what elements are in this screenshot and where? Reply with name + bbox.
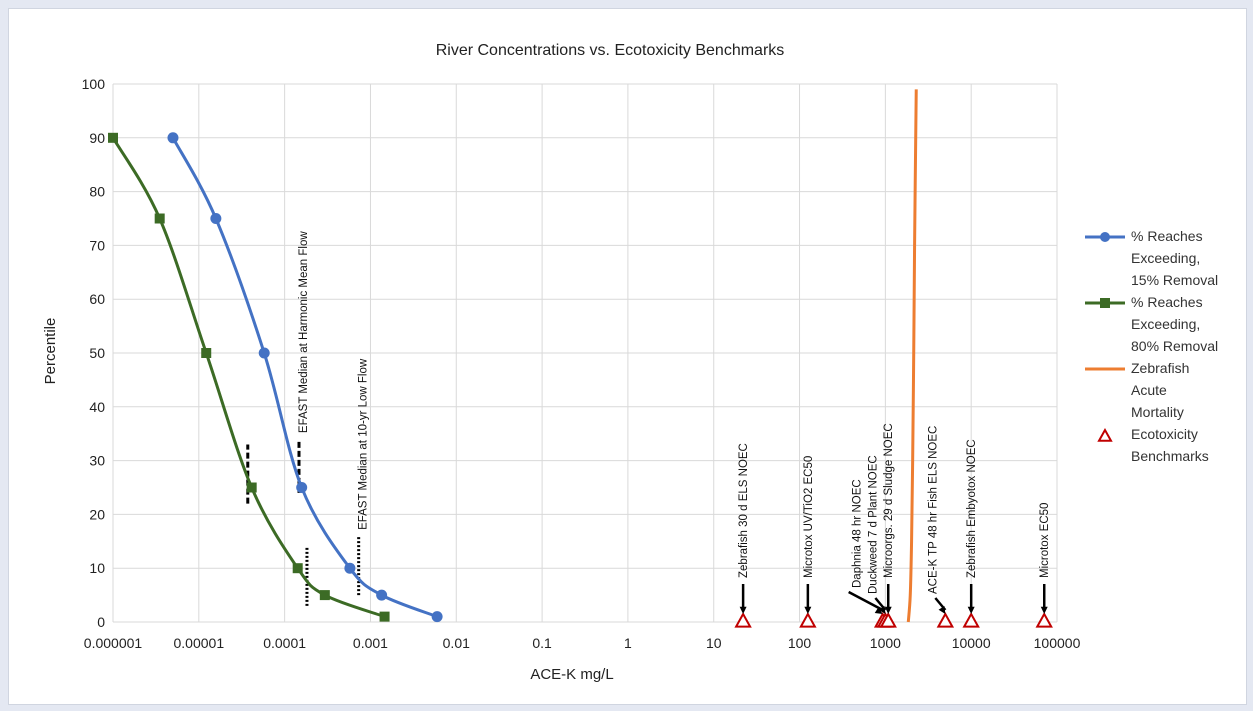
benchmark-arrowhead xyxy=(1040,606,1048,614)
reference-line-label: EFAST Median at Harmonic Mean Flow xyxy=(298,231,310,433)
y-tick-label: 50 xyxy=(89,345,105,361)
x-tick-label: 0.0001 xyxy=(263,635,306,651)
legend-entry-text: Zebrafish xyxy=(1131,360,1189,376)
benchmark-label: Zebrafish 30 d ELS NOEC xyxy=(738,443,750,578)
benchmark-marker xyxy=(734,611,752,628)
benchmark-arrowhead xyxy=(878,606,886,614)
x-tick-label: 0.001 xyxy=(353,635,388,651)
benchmark-arrow xyxy=(848,590,884,612)
y-tick-label: 80 xyxy=(89,184,105,200)
benchmark-label: ACE-K TP 48 hr Fish ELS NOEC xyxy=(927,426,939,594)
y-tick-label: 0 xyxy=(97,614,105,630)
benchmark-marker xyxy=(936,611,955,628)
benchmark-arrowhead xyxy=(884,606,892,614)
x-tick-label: 0.1 xyxy=(532,635,552,651)
data-point xyxy=(201,348,212,358)
x-tick-label: 1000 xyxy=(870,635,901,651)
legend-marker xyxy=(1100,298,1110,308)
x-tick-label: 0.01 xyxy=(443,635,470,651)
benchmark-arrowhead xyxy=(938,606,946,614)
benchmark-arrowhead xyxy=(804,606,812,614)
x-tick-label: 100 xyxy=(788,635,812,651)
legend-entry-text: Ecotoxicity xyxy=(1131,426,1198,442)
axes: 0 10 20 30 40 50 60 70 80 90 100 0.000001 0.00001 0.0… xyxy=(82,76,1081,651)
benchmark-arrowhead xyxy=(967,606,975,614)
y-tick-label: 40 xyxy=(89,399,105,415)
legend-entry-text: % Reaches xyxy=(1131,228,1203,244)
benchmark-arrowhead xyxy=(739,606,747,614)
legend-entry-text: Exceeding, xyxy=(1131,316,1200,332)
chart-svg: 0 10 20 30 40 50 60 70 80 90 100 0.000001 0.00001 0.0… xyxy=(42,42,1218,683)
series-line xyxy=(906,89,918,623)
data-point xyxy=(167,132,179,144)
x-tick-label: 0.000001 xyxy=(84,635,143,651)
benchmark-label: Daphnia 48 hr NOEC xyxy=(852,479,864,588)
series-line xyxy=(111,137,386,619)
benchmark-label: Zebrafish Embyotox NOEC xyxy=(966,439,978,578)
benchmark-label: Duckweed 7 d Plant NOEC xyxy=(867,455,879,594)
data-point xyxy=(210,213,222,224)
x-axis-label: ACE-K mg/L xyxy=(530,666,613,683)
legend-entry-text: 15% Removal xyxy=(1131,272,1218,288)
data-point xyxy=(376,589,388,601)
y-tick-label: 70 xyxy=(89,237,105,253)
benchmark-annotations: Zebrafish 30 d ELS NOEC Microtox UV/TiO2 … xyxy=(738,423,1051,614)
legend-marker xyxy=(1097,427,1113,442)
legend-entry-text: 80% Removal xyxy=(1131,338,1218,354)
data-point xyxy=(431,611,443,623)
grid xyxy=(112,83,1058,623)
x-tick-label: 10 xyxy=(706,635,722,651)
benchmark-label: Microtox EC50 xyxy=(1039,503,1051,578)
chart-title: River Concentrations vs. Ecotoxicity Ben… xyxy=(436,42,785,59)
legend-entry-text: Acute xyxy=(1131,382,1167,398)
x-tick-label: 100000 xyxy=(1034,635,1081,651)
data-point xyxy=(319,590,330,601)
benchmark-marker xyxy=(1035,611,1053,628)
chart-frame: 0 10 20 30 40 50 60 70 80 90 100 0.000001 0.00001 0.0… xyxy=(8,8,1247,705)
y-tick-label: 20 xyxy=(89,506,105,522)
y-tick-label: 100 xyxy=(82,76,106,92)
data-point xyxy=(292,563,303,574)
y-tick-label: 60 xyxy=(89,291,105,307)
data-point xyxy=(258,347,270,359)
benchmark-marker xyxy=(879,611,897,628)
benchmark-marker xyxy=(962,611,980,628)
y-tick-label: 10 xyxy=(89,560,105,576)
series-layer xyxy=(108,89,1053,628)
data-point xyxy=(108,132,118,143)
benchmark-label: Microtox UV/TiO2 EC50 xyxy=(803,456,815,578)
reference-line-label: EFAST Median at 10-yr Low Flow xyxy=(358,358,370,530)
legend-entry-text: Exceeding, xyxy=(1131,250,1200,266)
legend-entry-text: Benchmarks xyxy=(1131,448,1209,464)
legend-marker xyxy=(1100,232,1110,242)
legend-entry-text: Mortality xyxy=(1131,404,1184,420)
data-point xyxy=(246,482,257,493)
y-tick-label: 90 xyxy=(89,130,105,146)
data-point xyxy=(296,482,308,493)
y-axis-label: Percentile xyxy=(42,318,59,385)
legend-entry-text: % Reaches xyxy=(1131,294,1203,310)
x-tick-label: 0.00001 xyxy=(174,635,225,651)
benchmark-marker xyxy=(799,611,817,628)
y-tick-label: 30 xyxy=(89,453,105,469)
benchmark-label: Microorgs. 29 d Sludge NOEC xyxy=(883,423,895,578)
legend: % Reaches Exceeding, 15% Removal % Reaches E… xyxy=(1085,228,1218,464)
data-point xyxy=(379,611,390,622)
x-tick-label: 10000 xyxy=(952,635,991,651)
data-point xyxy=(154,213,165,224)
benchmark-arrowhead xyxy=(874,607,883,614)
reference-lines: EFAST Median at Harmonic Mean Flow EFAST … xyxy=(246,231,370,606)
data-point xyxy=(344,562,356,574)
x-tick-label: 1 xyxy=(624,635,632,651)
